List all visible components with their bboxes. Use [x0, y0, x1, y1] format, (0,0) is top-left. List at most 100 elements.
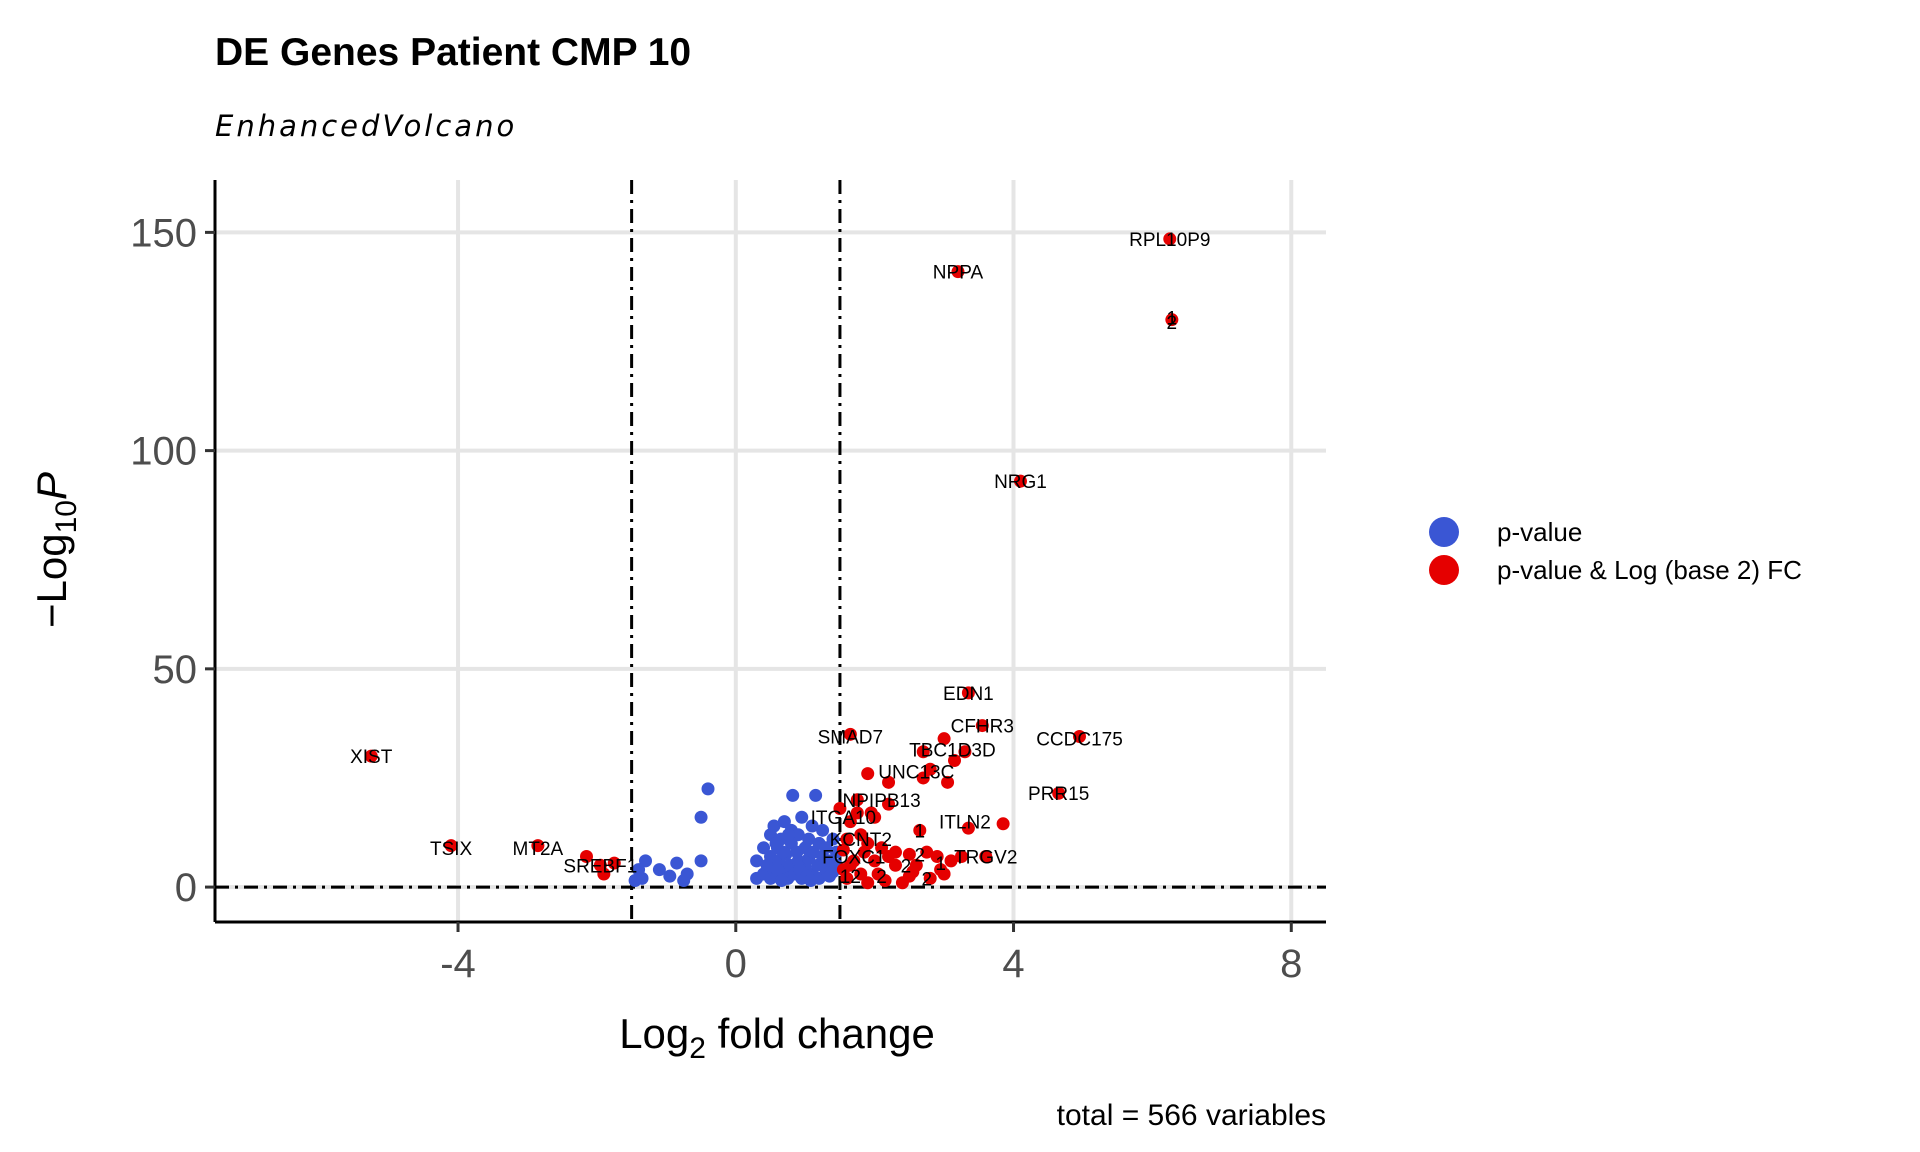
gene-label-13: NPIPB13 [843, 791, 921, 812]
point-s1-58 [906, 865, 920, 879]
gene-label-14: ITGA10 [811, 808, 876, 829]
point-s0-10 [632, 863, 646, 877]
legend: p-value p-value & Log (base 2) FC [1429, 517, 1802, 585]
x-axis-title-sub: 2 [689, 1032, 706, 1065]
gene-label-20: FOXC1 [822, 848, 885, 869]
point-s0-8 [639, 854, 653, 868]
chart-title: DE Genes Patient CMP 10 [215, 31, 691, 74]
point-s1-17 [1052, 786, 1066, 800]
gene-label-8: CCDC175 [1036, 730, 1123, 751]
gene-label-22: TRGV2 [954, 848, 1017, 869]
cutoff-lines [215, 180, 1326, 922]
point-s1-18 [850, 793, 864, 807]
point-s1-8 [1072, 730, 1086, 743]
point-s1-15 [882, 775, 896, 789]
gene-label-10: XIST [350, 747, 393, 768]
point-s1-51 [878, 874, 892, 888]
gene-label-11: UNC13C [878, 762, 954, 783]
gene-label-27: 2 [876, 867, 887, 888]
point-s1-57 [882, 850, 896, 864]
point-s1-31 [875, 841, 889, 855]
grid [215, 180, 1326, 922]
point-s1-7 [843, 727, 857, 741]
point-s1-61 [531, 839, 545, 853]
point-s1-50 [840, 871, 854, 885]
point-s1-5 [975, 719, 989, 733]
point-s1-62 [579, 850, 593, 864]
gene-label-7: SMAD7 [818, 728, 883, 749]
point-s0-66 [769, 836, 783, 850]
point-s1-33 [857, 845, 871, 859]
x-tick-label-1: 0 [725, 942, 747, 986]
point-s0-42 [802, 832, 816, 846]
gene-label-9: TBC1D3D [909, 741, 996, 762]
axis-ticks: -4 0 4 8 0 50 100 150 [130, 211, 1302, 986]
point-s0-27 [777, 815, 791, 829]
point-s1-41 [888, 858, 902, 872]
point-s1-37 [954, 850, 968, 864]
point-s1-55 [920, 845, 934, 859]
point-s1-40 [868, 854, 882, 868]
point-s0-33 [786, 788, 800, 802]
gene-label-24: 1 [935, 854, 946, 875]
point-s0-57 [826, 832, 840, 846]
point-s0-11 [628, 874, 642, 888]
point-s1-16 [916, 771, 930, 785]
point-s0-63 [782, 828, 796, 842]
gene-label-18: TSIX [430, 839, 473, 860]
point-s1-45 [854, 867, 868, 881]
point-s0-2 [694, 854, 708, 868]
y-tick-label-3: 150 [130, 211, 197, 255]
point-s1-59 [364, 749, 378, 763]
gene-label-23: 2 [901, 856, 912, 877]
point-s0-13 [750, 854, 764, 868]
x-tick-label-0: -4 [440, 942, 476, 986]
point-s0-6 [663, 869, 677, 883]
y-axis-title: −Log10P [28, 472, 83, 628]
legend-label-pvalue: p-value [1497, 517, 1582, 547]
point-s1-24 [843, 815, 857, 829]
point-s0-37 [791, 828, 805, 842]
legend-label-pvalue-fc: p-value & Log (base 2) FC [1497, 555, 1802, 585]
gene-label-5: EDN1 [943, 684, 994, 705]
gene-label-25: SREBF1 [563, 856, 637, 877]
gene-label-17: KCNT2 [830, 830, 892, 851]
point-s1-54 [944, 854, 958, 868]
y-axis-title-italic: P [28, 472, 75, 500]
point-s1-29 [840, 832, 854, 846]
point-s1-64 [597, 867, 611, 881]
point-s1-25 [996, 817, 1010, 831]
point-s1-0 [1163, 232, 1177, 246]
point-s0-39 [795, 810, 809, 824]
point-s0-1 [694, 810, 708, 824]
point-s1-65 [607, 856, 621, 870]
point-s1-19 [882, 797, 896, 811]
gene-label-16: 1 [915, 821, 926, 842]
point-s0-68 [804, 874, 818, 888]
gene-label-26: 12 [840, 867, 861, 888]
point-s1-32 [836, 843, 850, 857]
data-points [364, 232, 1179, 890]
point-s1-14 [941, 775, 955, 789]
y-axis-title-base: −Log [28, 533, 75, 628]
gene-label-4: NRG1 [994, 472, 1047, 493]
point-s1-27 [913, 823, 927, 837]
point-s1-28 [854, 828, 868, 842]
gene-label-6: CFHR3 [951, 717, 1014, 738]
point-s0-61 [770, 863, 784, 877]
point-s1-56 [843, 858, 857, 872]
point-s1-60 [444, 839, 458, 853]
point-s0-0 [701, 782, 715, 796]
point-s1-6 [937, 732, 951, 746]
point-s1-21 [850, 806, 864, 820]
point-s1-48 [923, 871, 937, 885]
gene-label-21: 2 [915, 845, 926, 866]
chart-subtitle: EnhancedVolcano [215, 109, 517, 143]
x-tick-label-3: 8 [1280, 942, 1302, 986]
point-s1-12 [861, 767, 875, 781]
point-s1-3 [1013, 474, 1027, 488]
point-s1-26 [961, 821, 975, 835]
gene-label-15: ITLN2 [939, 813, 991, 834]
